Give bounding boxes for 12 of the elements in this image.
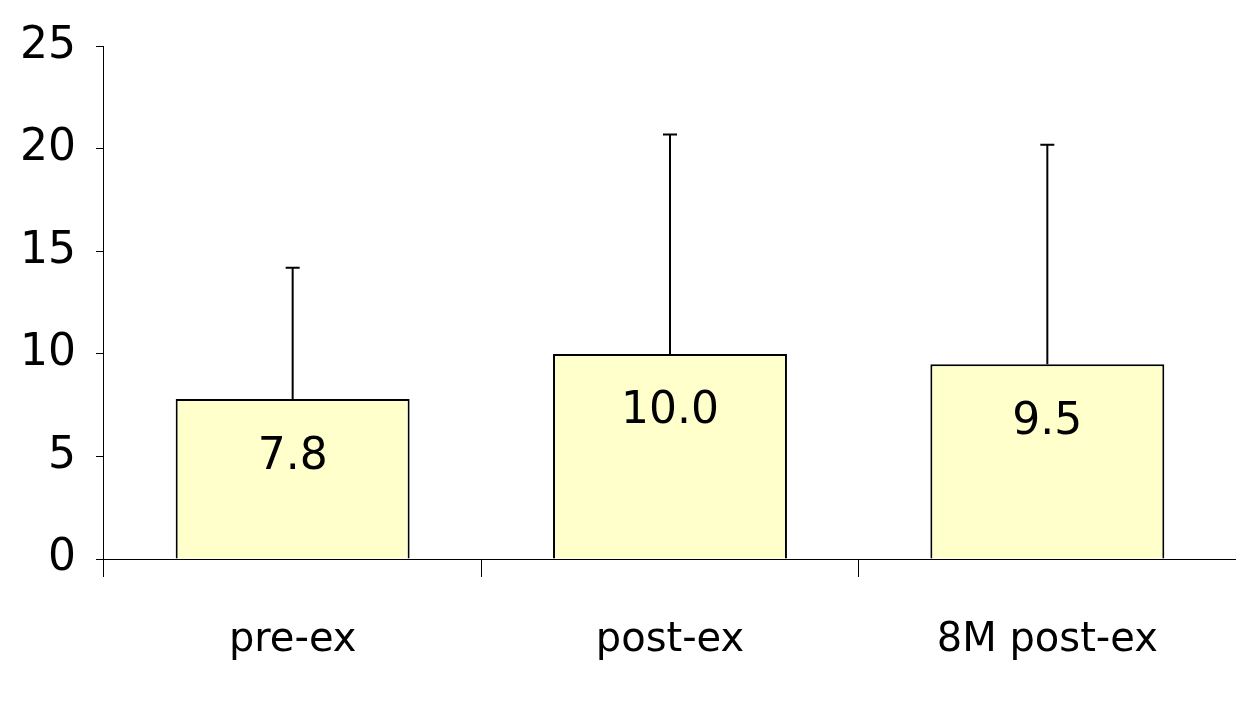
y-tick-label: 25 [19, 16, 76, 68]
y-tick-label: 0 [47, 529, 76, 581]
x-tick-label: post-ex [595, 614, 745, 661]
x-tick-label: pre-ex [228, 614, 357, 661]
y-tick-label: 20 [19, 119, 76, 171]
y-tick-label: 5 [47, 426, 76, 478]
x-tick-label: 8M post-ex [936, 614, 1158, 661]
data-label: 9.5 [1012, 392, 1083, 444]
y-tick-label: 15 [19, 221, 76, 273]
data-label: 10.0 [621, 382, 719, 434]
data-label: 7.8 [257, 427, 328, 479]
y-tick-label: 10 [19, 324, 76, 376]
